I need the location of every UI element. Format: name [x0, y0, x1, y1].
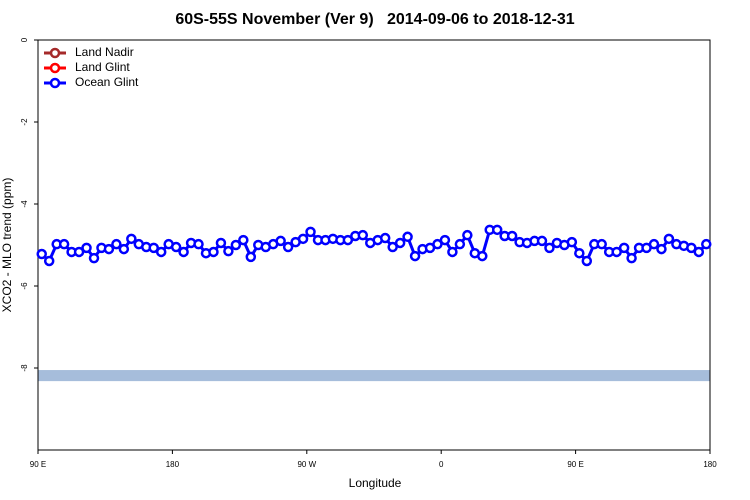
data-point [394, 237, 406, 249]
data-point [223, 245, 234, 257]
data-point [342, 234, 354, 246]
y-tick-label: -2 [20, 118, 29, 126]
data-point [574, 247, 585, 259]
data-point [409, 250, 421, 262]
data-point [544, 242, 555, 254]
data-point [305, 226, 316, 238]
legend-marker [49, 47, 61, 59]
data-point [663, 233, 675, 245]
x-tick-label: 0 [439, 460, 444, 469]
data-point [73, 246, 85, 258]
legend-label: Land Nadir [75, 45, 134, 59]
data-point [387, 241, 398, 253]
chart-title: 60S-55S November (Ver 9) 2014-09-06 to 2… [175, 11, 574, 28]
data-point [282, 241, 294, 253]
data-point [536, 235, 548, 247]
data-point [215, 237, 227, 249]
data-point [439, 234, 451, 246]
data-point [611, 246, 622, 258]
data-point [88, 252, 100, 264]
x-tick-label: 90 E [567, 460, 583, 469]
data-point [208, 246, 219, 258]
data-point [491, 224, 503, 236]
x-tick-label: 90 E [30, 460, 46, 469]
x-axis-label: Longitude [349, 476, 402, 490]
data-point [275, 235, 286, 247]
data-point [118, 243, 130, 255]
data-point [230, 239, 242, 251]
data-point [193, 238, 204, 250]
y-tick-label: -8 [20, 364, 29, 372]
data-point [656, 243, 667, 255]
legend-label: Ocean Glint [75, 75, 139, 89]
shaded-band [38, 370, 710, 382]
data-point [447, 246, 458, 258]
data-point [36, 248, 47, 260]
data-point [686, 242, 697, 254]
legend-marker [49, 77, 61, 89]
data-point [245, 251, 257, 263]
y-tick-label: -6 [20, 282, 29, 290]
data-point [626, 252, 637, 264]
data-point [178, 246, 189, 258]
data-point [81, 242, 92, 254]
data-point [581, 255, 593, 267]
data-point [148, 242, 159, 254]
data-point [693, 246, 705, 258]
data-point [43, 255, 55, 267]
data-point [477, 250, 488, 262]
data-point [126, 233, 137, 245]
data-point [701, 238, 712, 250]
y-axis-label: XCO2 - MLO trend (ppm) [0, 178, 14, 313]
x-tick-label: 90 W [297, 460, 316, 469]
data-point [618, 242, 630, 254]
x-tick-label: 180 [703, 460, 717, 469]
data-point [566, 236, 578, 248]
data-point [357, 229, 369, 241]
data-point [170, 241, 182, 253]
data-point [58, 238, 70, 250]
data-point [379, 232, 391, 244]
data-point [506, 230, 518, 242]
y-tick-label: -4 [20, 200, 29, 208]
data-point [462, 229, 473, 241]
data-point [103, 243, 115, 255]
data-point [297, 233, 309, 245]
data-point [648, 238, 660, 250]
data-point [238, 234, 249, 246]
legend-label: Land Glint [75, 60, 130, 74]
data-point [432, 238, 443, 250]
data-point [111, 238, 122, 250]
data-point [596, 238, 607, 250]
legend-marker [49, 62, 61, 74]
data-point [155, 246, 167, 258]
x-tick-label: 180 [166, 460, 180, 469]
data-point [402, 231, 413, 243]
y-tick-label: 0 [20, 37, 29, 42]
data-point [454, 238, 466, 250]
